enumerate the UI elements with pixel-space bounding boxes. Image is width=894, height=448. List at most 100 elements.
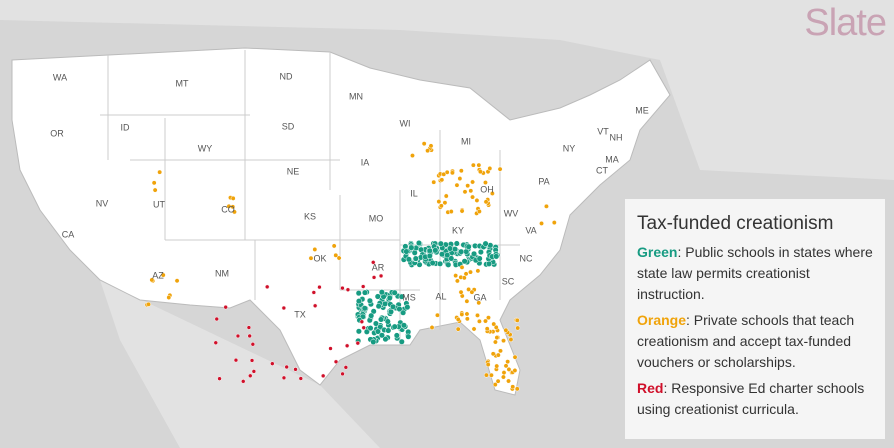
school-dot — [442, 200, 448, 206]
school-dot — [293, 367, 298, 372]
school-dot — [483, 180, 488, 185]
state-label: ND — [280, 71, 293, 81]
school-dot — [410, 153, 415, 159]
school-dot — [328, 346, 333, 351]
state-label: NY — [563, 143, 576, 153]
school-dot — [387, 308, 394, 315]
school-dot — [486, 315, 491, 321]
school-dot — [476, 318, 482, 324]
state-label: SC — [502, 276, 515, 286]
school-dot — [474, 197, 480, 203]
school-dot — [382, 336, 389, 343]
school-dot — [400, 309, 407, 316]
school-dot — [333, 252, 339, 258]
school-dot — [152, 187, 158, 193]
school-dot — [344, 343, 350, 349]
school-dot — [408, 244, 415, 251]
school-dot — [459, 208, 465, 214]
school-dot — [438, 203, 444, 209]
school-dot — [441, 171, 447, 177]
school-dot — [160, 272, 166, 278]
state-label: NC — [520, 253, 533, 263]
school-dot — [495, 378, 501, 384]
state-label: AL — [435, 291, 446, 301]
school-dot — [454, 278, 460, 284]
legend-text: : Responsive Ed charter schools using cr… — [637, 380, 865, 417]
school-dot — [400, 322, 407, 329]
school-dot — [217, 376, 222, 381]
school-dot — [281, 375, 287, 381]
school-dot — [360, 284, 366, 289]
school-dot — [247, 333, 252, 339]
school-dot — [336, 255, 342, 261]
legend-item: Green: Public schools in states where st… — [637, 242, 873, 305]
school-dot — [506, 378, 511, 384]
school-dot — [437, 260, 444, 267]
school-dot — [361, 305, 368, 312]
school-dots — [144, 141, 557, 392]
state-label: OR — [50, 128, 64, 138]
school-dot — [505, 359, 511, 365]
state-label: AR — [372, 262, 385, 272]
school-dot — [405, 256, 412, 263]
school-dot — [367, 325, 374, 332]
school-dot — [333, 359, 339, 365]
school-dot — [396, 306, 403, 313]
state-label: MN — [349, 91, 363, 101]
school-dot — [393, 332, 400, 339]
school-dot — [404, 304, 411, 311]
school-dot — [446, 245, 454, 252]
state-label: UT — [153, 199, 165, 209]
school-dot — [508, 337, 514, 342]
school-dot — [391, 289, 398, 296]
state-label: WV — [504, 208, 519, 218]
school-dot — [470, 250, 478, 257]
state-label: VT — [597, 126, 609, 136]
legend-key: Orange — [637, 312, 687, 328]
school-dot — [428, 143, 434, 149]
state-label: MI — [461, 136, 471, 146]
school-dot — [464, 316, 470, 322]
school-dot — [452, 246, 459, 253]
school-dot — [514, 386, 520, 392]
school-dot — [312, 247, 318, 252]
school-dot — [226, 203, 232, 209]
state-label: NM — [215, 268, 229, 278]
school-dot — [174, 278, 180, 284]
school-dot — [371, 275, 377, 280]
school-dot — [477, 169, 483, 175]
school-dot — [398, 293, 405, 300]
school-dot — [385, 327, 392, 334]
school-dot — [317, 284, 322, 290]
school-dot — [435, 312, 440, 318]
school-dot — [432, 247, 439, 254]
school-dot — [484, 326, 490, 332]
school-dot — [491, 321, 497, 327]
school-dot — [475, 268, 481, 274]
school-dot — [494, 363, 500, 369]
school-dot — [443, 193, 449, 199]
school-dot — [231, 209, 237, 215]
school-dot — [151, 180, 157, 186]
state-label: IL — [410, 188, 418, 198]
school-dot — [449, 170, 455, 176]
school-dot — [464, 298, 470, 304]
school-dot — [468, 188, 474, 194]
school-dot — [246, 325, 252, 330]
school-dot — [437, 240, 444, 247]
school-dot — [375, 303, 382, 310]
school-dot — [340, 371, 345, 377]
state-label: ME — [635, 105, 649, 115]
school-dot — [355, 290, 362, 297]
state-label: KS — [304, 211, 316, 221]
state-label: MO — [369, 213, 384, 223]
school-dot — [343, 365, 349, 370]
state-label: CA — [62, 229, 75, 239]
school-dot — [264, 284, 270, 290]
school-dot — [453, 273, 459, 279]
state-label: NE — [287, 166, 300, 176]
school-dot — [425, 148, 431, 154]
school-dot — [512, 368, 518, 373]
school-dot — [355, 340, 361, 346]
